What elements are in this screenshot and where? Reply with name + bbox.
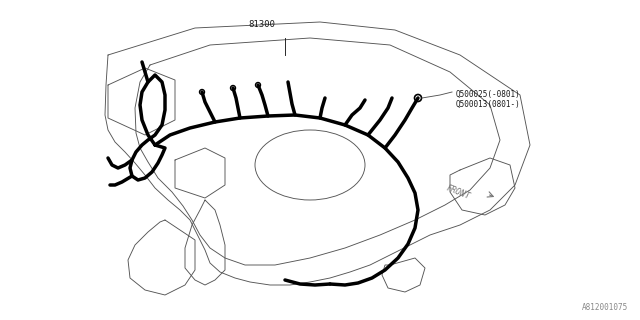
Circle shape bbox=[415, 94, 422, 101]
Text: Q500025(-0801): Q500025(-0801) bbox=[456, 90, 521, 99]
Text: A812001075: A812001075 bbox=[582, 303, 628, 312]
Text: FRONT: FRONT bbox=[445, 183, 472, 201]
Circle shape bbox=[255, 83, 260, 87]
Text: Q500013(0801-): Q500013(0801-) bbox=[456, 100, 521, 109]
Text: 81300: 81300 bbox=[248, 20, 275, 28]
Circle shape bbox=[200, 90, 205, 94]
Circle shape bbox=[230, 85, 236, 91]
